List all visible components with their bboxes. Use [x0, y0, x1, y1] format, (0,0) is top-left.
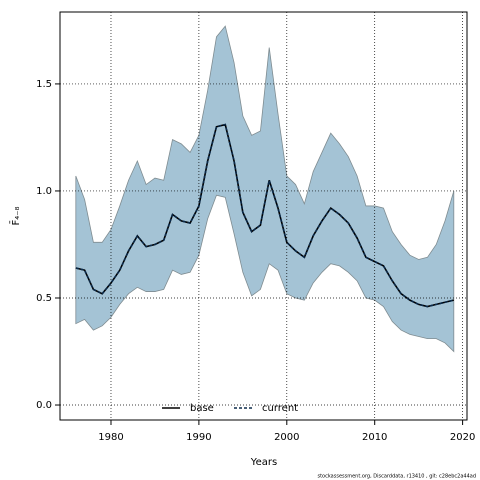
footnote: stockassessment.org, Discarddata, r13410…	[317, 474, 476, 480]
y-axis-label: F̄₄₋₈	[9, 206, 22, 225]
legend-label: current	[262, 403, 298, 414]
y-tick-label: 1.0	[36, 186, 52, 197]
y-tick-label: 1.5	[36, 79, 52, 90]
y-tick-label: 0.0	[36, 400, 52, 411]
y-tick-label: 0.5	[36, 293, 52, 304]
x-tick-label: 2000	[274, 432, 299, 443]
x-tick-label: 2020	[450, 432, 475, 443]
plot-frame	[59, 11, 468, 421]
series-line	[75, 123, 455, 308]
x-tick-label: 1980	[98, 432, 123, 443]
x-tick-label: 2010	[362, 432, 387, 443]
confidence-band	[75, 25, 455, 353]
x-axis-label: Years	[250, 457, 277, 468]
legend-label: base	[190, 403, 214, 414]
x-tick-label: 1990	[186, 432, 211, 443]
